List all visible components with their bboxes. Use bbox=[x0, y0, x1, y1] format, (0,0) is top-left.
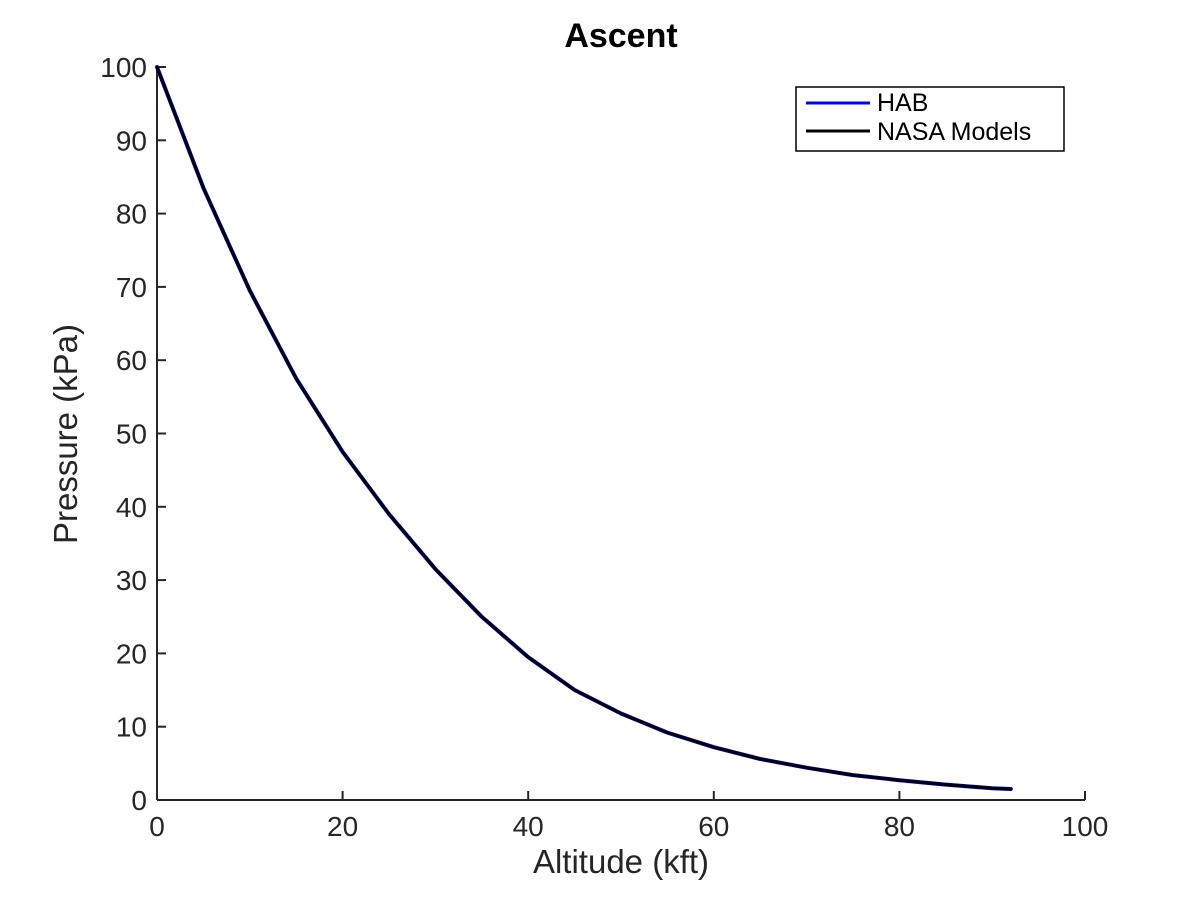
series-layer bbox=[155, 65, 1013, 791]
legend-box bbox=[795, 86, 1065, 152]
y-tick-label: 100 bbox=[100, 52, 147, 83]
y-tick-label: 70 bbox=[116, 272, 147, 303]
y-tick-label: 50 bbox=[116, 419, 147, 450]
legend-label-hab: HAB bbox=[877, 89, 928, 117]
x-tick-label: 0 bbox=[149, 811, 165, 842]
series-line-hab bbox=[155, 65, 1013, 791]
y-tick-label: 10 bbox=[116, 712, 147, 743]
x-tick-label: 60 bbox=[698, 811, 729, 842]
y-tick-label: 90 bbox=[116, 125, 147, 156]
y-tick-label: 30 bbox=[116, 565, 147, 596]
y-tick-label: 20 bbox=[116, 638, 147, 669]
x-tick-label: 100 bbox=[1062, 811, 1109, 842]
y-tick-label: 80 bbox=[116, 199, 147, 230]
chart-title: Ascent bbox=[564, 17, 677, 55]
y-tick-label: 0 bbox=[131, 785, 147, 816]
x-tick-label: 40 bbox=[513, 811, 544, 842]
legend: HAB NASA Models bbox=[795, 86, 1065, 152]
y-axis-label: Pressure (kPa) bbox=[47, 324, 84, 544]
series-line-nasa-models bbox=[155, 65, 1013, 791]
legend-label-nasa-models: NASA Models bbox=[877, 118, 1031, 146]
x-tick-label: 80 bbox=[884, 811, 915, 842]
axes: 0 20 40 60 80 100 0 10 20 30 40 50 60 70 80 90 100 bbox=[100, 52, 1108, 842]
x-axis-label: Altitude (kft) bbox=[533, 843, 709, 880]
y-tick-label: 60 bbox=[116, 345, 147, 376]
x-tick-label: 20 bbox=[327, 811, 358, 842]
y-tick-label: 40 bbox=[116, 492, 147, 523]
